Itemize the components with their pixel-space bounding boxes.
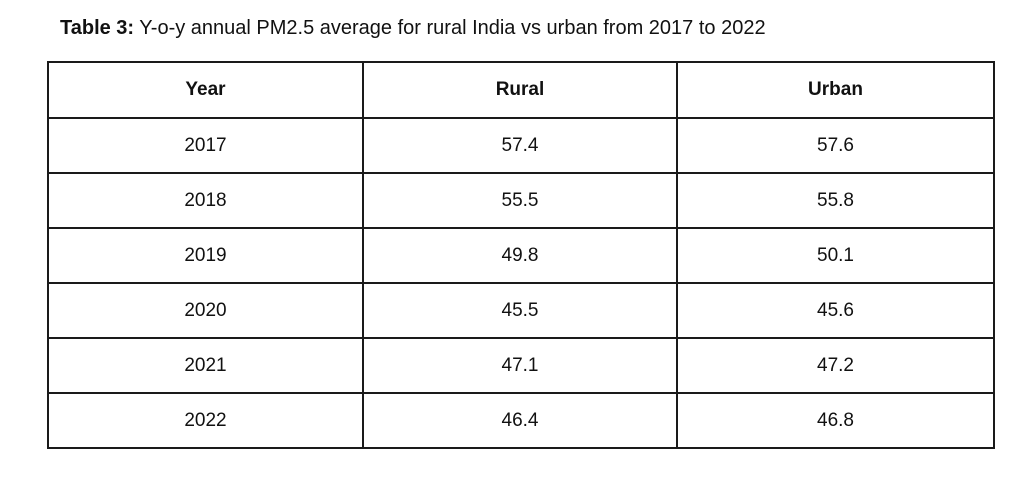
table-row: 2019 49.8 50.1 [47,227,995,284]
table-row: 2022 46.4 46.8 [47,392,995,449]
cell-rural: 45.5 [362,282,678,339]
cell-urban: 55.8 [676,172,995,229]
cell-urban: 50.1 [676,227,995,284]
table-row: 2017 57.4 57.6 [47,117,995,174]
cell-year: 2022 [47,392,364,449]
cell-rural: 49.8 [362,227,678,284]
cell-rural: 46.4 [362,392,678,449]
header-year: Year [47,61,364,119]
table-caption: Table 3: Y-o-y annual PM2.5 average for … [60,14,766,42]
pm25-table: Year Rural Urban 2017 57.4 57.6 2018 55.… [47,61,995,449]
cell-urban: 46.8 [676,392,995,449]
table-row: 2021 47.1 47.2 [47,337,995,394]
table-caption-label: Table 3: [60,17,135,39]
cell-urban: 47.2 [676,337,995,394]
table-row: 2020 45.5 45.6 [47,282,995,339]
cell-rural: 47.1 [362,337,678,394]
cell-rural: 55.5 [362,172,678,229]
cell-year: 2021 [47,337,364,394]
table-row: 2018 55.5 55.8 [47,172,995,229]
header-urban: Urban [676,61,995,119]
cell-year: 2020 [47,282,364,339]
table-header-row: Year Rural Urban [47,61,995,119]
cell-urban: 45.6 [676,282,995,339]
header-rural: Rural [362,61,678,119]
cell-year: 2017 [47,117,364,174]
table-caption-text: Y-o-y annual PM2.5 average for rural Ind… [134,17,766,39]
cell-rural: 57.4 [362,117,678,174]
cell-year: 2018 [47,172,364,229]
cell-urban: 57.6 [676,117,995,174]
cell-year: 2019 [47,227,364,284]
